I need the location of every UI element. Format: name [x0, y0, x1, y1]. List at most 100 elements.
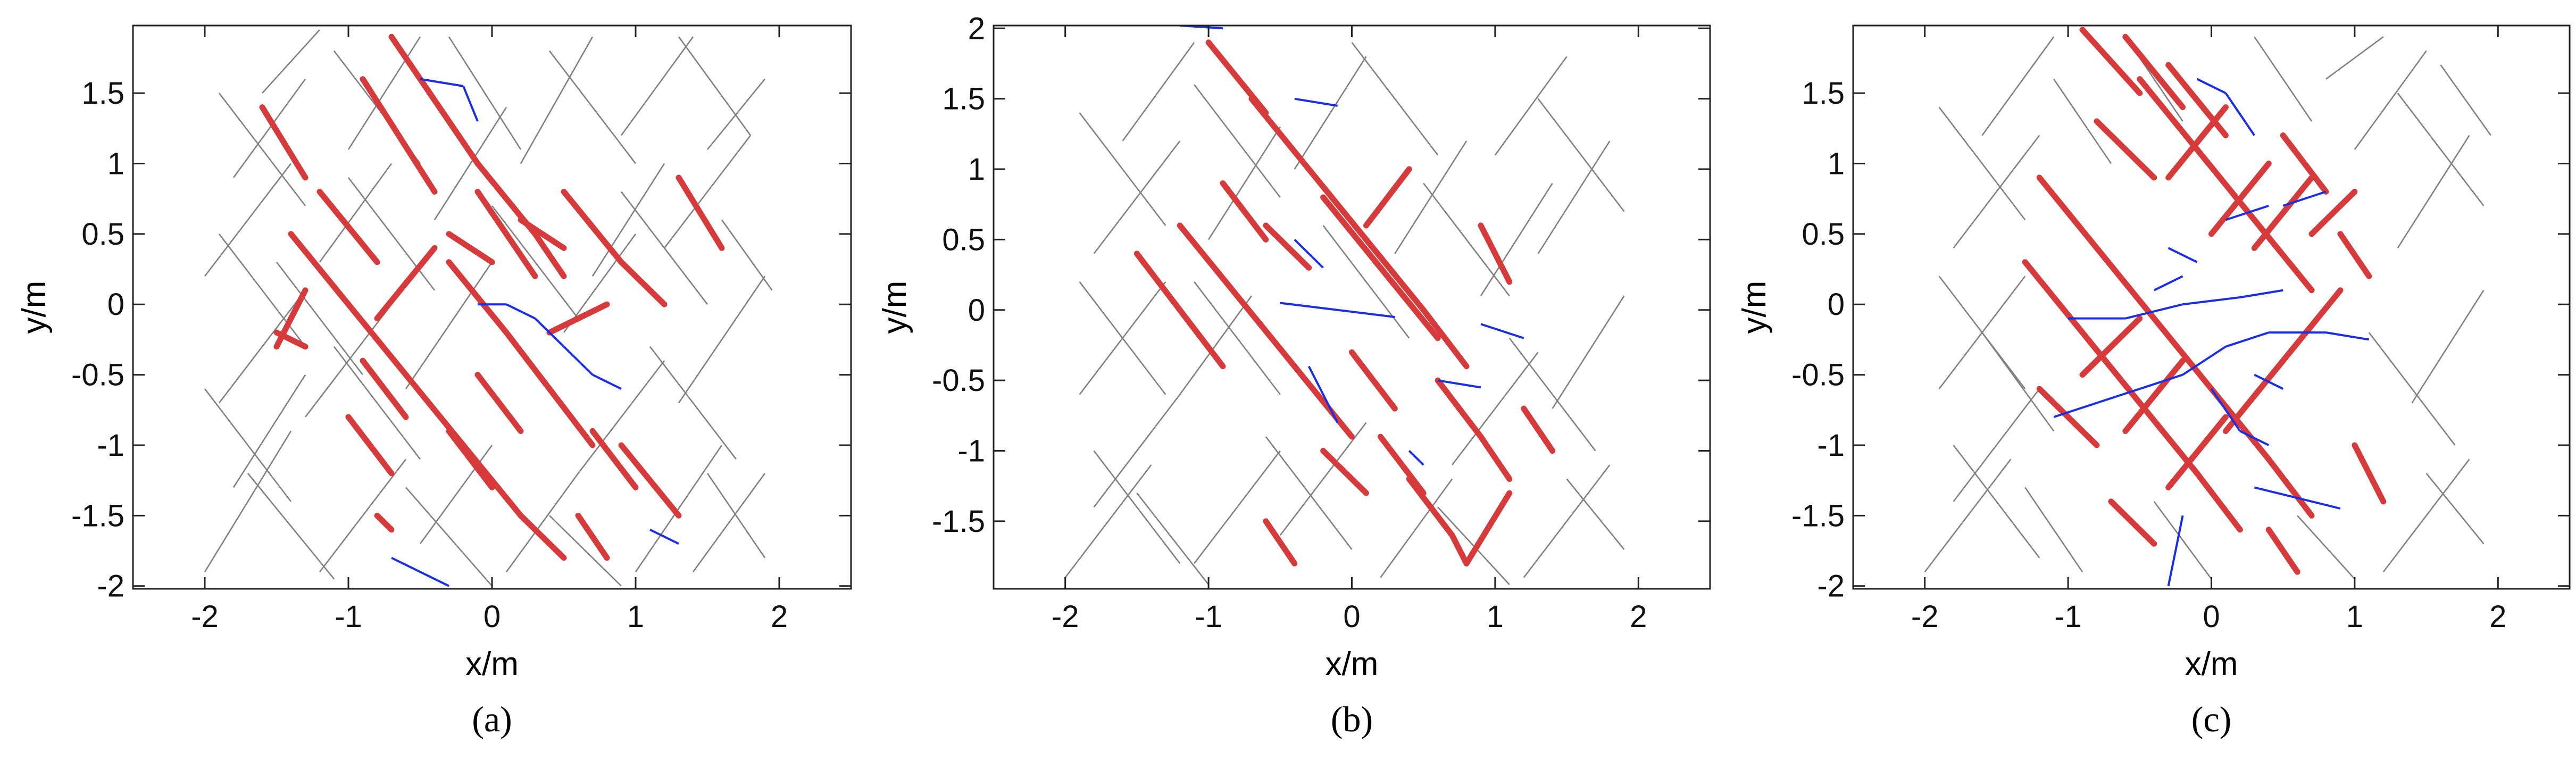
panel-a-ticks: -2 -1 0 1 2 -2 -1.5 -1 -0.5 0 0.5 1 1.5: [71, 26, 851, 634]
panel-c-hydraulic-fracture-17: [2311, 500, 2341, 510]
panel-c-plot: [1924, 27, 2491, 587]
panel-a-activated-fracture-29: [474, 372, 524, 434]
panel-a-background-fracture-6: [319, 458, 407, 573]
panel-c-hydraulic-fracture-12: [2225, 204, 2269, 221]
panel-c-hydraulic-fracture-15: [2239, 430, 2270, 446]
panel-c-activated-fracture-19: [2165, 414, 2229, 490]
panel-b-y-tick-label: -1.5: [932, 504, 985, 539]
panel-a-background-fracture-21: [692, 473, 766, 572]
panel-b-activated-fracture-21: [1220, 180, 1269, 243]
panel-a-activated-fracture-0: [259, 104, 309, 181]
panel-c-activated-fracture-2: [2137, 76, 2200, 153]
panel-b-background-fracture-24: [1351, 41, 1439, 156]
panel-b-background-fracture-21: [1194, 84, 1281, 198]
panel-b-activated-fracture-18: [1263, 518, 1298, 566]
panel-a-background-fracture-35: [620, 191, 708, 305]
panel-b-hydraulic-fracture-3: [1337, 309, 1395, 319]
panel-a-y-tick-label: 1.5: [81, 76, 124, 111]
panel-c-background-fracture-0: [1924, 458, 2012, 573]
panel-b-y-tick-label: -0.5: [932, 363, 985, 398]
panel-c-activated-fracture-4: [2251, 216, 2315, 294]
panel-a-activated-fracture-3: [388, 34, 423, 82]
panel-b-x-tick-label: 1: [1487, 599, 1504, 634]
panel-a-activated-fracture-17: [503, 329, 553, 392]
panel-a-activated-fracture-31: [618, 442, 682, 519]
panel-b-activated-fracture-23: [1377, 433, 1427, 496]
panel-a-activated-fracture-21: [589, 428, 639, 490]
panel-b-plot: [1064, 26, 1625, 585]
panel-a-y-tick-label: -1: [97, 428, 124, 463]
panel-b-y-tick-label: 1.5: [942, 82, 985, 116]
panel-a-hydraulic-fracture-4: [534, 318, 565, 348]
panel-b-background-fracture-8: [1279, 422, 1367, 536]
panel-c-activated-fracture-17: [2079, 315, 2143, 378]
panel-b-ticks: -2 -1 0 1 2 -1.5 -1 -0.5 0 0.5 1 1.5 2: [932, 11, 1710, 634]
panel-b: -2 -1 0 1 2 -1.5 -1 -0.5 0 0.5 1 1.5 2 x/m y/m (b): [877, 11, 1711, 739]
panel-c-y-tick-label: -2: [1817, 569, 1845, 604]
panel-b-activated-fracture-3: [1363, 236, 1427, 313]
panel-c-hydraulic-fracture-13: [2282, 190, 2327, 207]
panel-b-hydraulic-fracture-5: [1437, 379, 1481, 389]
panel-a-activated-fracture-9: [345, 301, 409, 378]
panel-b-y-tick-label: -1: [957, 434, 985, 469]
panel-b-background-fracture-26: [1508, 337, 1596, 452]
panel-b-background-fracture-6: [1179, 295, 1252, 395]
panel-b-hydraulic-fracture-1: [1294, 97, 1338, 107]
panel-c-background-fracture-7: [1953, 445, 2040, 558]
panel-b-background-fracture-15: [1523, 464, 1611, 578]
panel-a-hydraulic-fracture-6: [592, 373, 622, 390]
panel-c-hydraulic-fracture-18: [2196, 78, 2227, 94]
panel-b-activated-fracture-5: [1177, 222, 1240, 299]
panel-a-background-fracture-13: [505, 473, 579, 572]
panel-b-activated-fracture-14: [1478, 433, 1513, 482]
panel-b-background-fracture-16: [1552, 295, 1625, 409]
panel-b-y-tick-label: 0.5: [942, 222, 985, 257]
panel-b-background-fracture-4: [1122, 42, 1195, 141]
panel-c-background-fracture-9: [2411, 290, 2485, 404]
panel-c-y-tick-label: 0.5: [1802, 217, 1845, 252]
panel-c-hydraulic-fracture-1: [2096, 388, 2140, 404]
panel-c-hydraulic-fracture-6: [2325, 331, 2370, 341]
panel-c-activated-fracture-27: [2352, 442, 2387, 505]
panel-a-y-tick-label: 1: [107, 146, 124, 181]
panel-a-background-fracture-18: [635, 445, 723, 572]
panel-a-background-fracture-33: [491, 205, 579, 319]
panel-b-background-fracture-14: [1494, 56, 1568, 156]
panel-c-activated-fracture-9: [2265, 456, 2315, 519]
panel-b-x-tick-label: -1: [1195, 599, 1222, 634]
panel-a-x-tick-label: 2: [771, 599, 788, 634]
panel-c-y-tick-label: -1: [1817, 428, 1845, 463]
panel-c: -2 -1 0 1 2 -2 -1.5 -1 -0.5 0 0.5 1 1.5 x/m y/m (c): [1736, 24, 2571, 739]
panel-b-background-fracture-20: [1093, 450, 1181, 564]
panel-a-y-tick-label: -1.5: [71, 498, 124, 533]
panel-c-background-fracture-21: [2254, 36, 2313, 122]
panel-a-background-fracture-31: [405, 487, 493, 587]
panel-a-activated-fracture-24: [360, 357, 409, 420]
panel-c-x-tick-label: -1: [2054, 599, 2082, 634]
panel-c-activated-fracture-24: [2094, 118, 2157, 181]
panel-c-background-fracture-17: [2024, 487, 2083, 572]
panel-a-background-fracture-26: [204, 388, 292, 502]
panel-a-plot: [204, 29, 773, 587]
panel-a-activated-fracture-27: [518, 216, 567, 251]
panel-a-activated-fracture-11: [460, 442, 524, 519]
panel-a-activated-fracture-8: [288, 231, 352, 307]
panel-a-background-fracture-2: [218, 289, 306, 404]
panel-b-background-fracture-17: [1537, 140, 1611, 254]
panel-b-background-fracture-7: [1208, 126, 1281, 240]
panel-b-y-tick-label: 2: [968, 11, 985, 46]
panel-a-background-fracture-17: [620, 36, 694, 136]
panel-a-x-tick-label: -2: [191, 599, 219, 634]
panel-b-activated-fracture-2: [1306, 166, 1369, 243]
panel-a-background-fracture-5: [262, 29, 320, 94]
panel-a-hydraulic-fracture-3: [506, 303, 536, 320]
panel-a-background-fracture-32: [448, 36, 522, 150]
panel-c-caption: (c): [2191, 699, 2231, 739]
panel-b-activated-fracture-8: [1320, 194, 1383, 271]
panel-c-activated-fracture-0: [2079, 27, 2143, 96]
panel-b-activated-fracture-4: [1420, 307, 1470, 370]
panel-a-x-tick-label: 1: [627, 599, 644, 634]
panel-c-x-tick-label: -2: [1911, 599, 1939, 634]
panel-c-y-tick-label: 0: [1828, 287, 1845, 322]
panel-a-background-fracture-8: [319, 163, 393, 263]
